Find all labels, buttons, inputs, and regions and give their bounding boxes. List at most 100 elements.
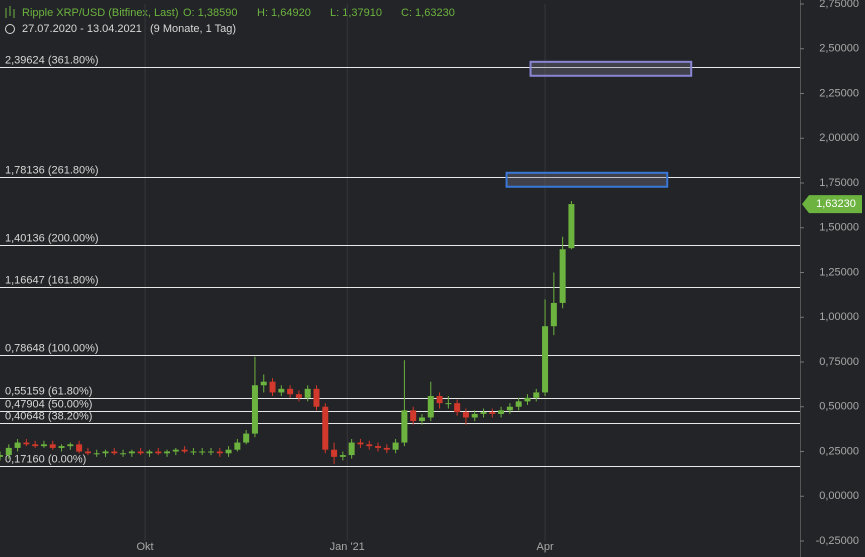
- y-tick-label: 1,50000: [819, 222, 859, 234]
- candle-body: [471, 413, 478, 418]
- y-tick-label: -0,25000: [816, 535, 859, 547]
- clock-icon: [5, 24, 15, 34]
- y-tick-label: 0,25000: [819, 445, 859, 457]
- target-zone: [505, 171, 669, 188]
- candle-body: [234, 442, 241, 450]
- ohlc-text: L: 1,37910: [330, 7, 382, 19]
- candle-body: [225, 449, 232, 454]
- candle-body: [524, 397, 531, 402]
- candle-body: [251, 385, 258, 434]
- candle-body: [49, 444, 56, 448]
- fib-label: 1,40136 (200.00%): [5, 232, 99, 244]
- y-tick-label: 0,75000: [819, 356, 859, 368]
- candle-body: [445, 403, 452, 405]
- candle-body: [568, 204, 575, 249]
- candle-body: [348, 442, 355, 456]
- y-tick-label: 2,00000: [819, 132, 859, 144]
- candle-body: [533, 392, 540, 398]
- candle-body: [550, 302, 557, 327]
- candle-body: [93, 453, 100, 455]
- ohlc-text: H: 1,64920: [257, 7, 311, 19]
- y-tick-label: 2,50000: [819, 43, 859, 55]
- x-tick-label: Jan '21: [330, 541, 365, 553]
- candle-body: [366, 444, 373, 447]
- candle-body: [67, 444, 74, 447]
- candle-body: [392, 442, 399, 450]
- candle-body: [207, 451, 214, 453]
- candle-body: [462, 412, 469, 418]
- candle-body: [506, 406, 513, 411]
- candle-body: [111, 451, 118, 454]
- y-tick-label: 2,75000: [819, 0, 859, 10]
- candle-body: [515, 401, 522, 407]
- candle-body: [181, 449, 188, 452]
- x-tick-label: Okt: [136, 541, 153, 553]
- candle-body: [120, 453, 127, 455]
- x-tick-label: Apr: [536, 541, 553, 553]
- candle-body: [322, 406, 329, 450]
- candle-body: [339, 455, 346, 457]
- y-tick-label: 1,75000: [819, 177, 859, 189]
- symbol-icon: [5, 6, 15, 18]
- candle-body: [498, 410, 505, 414]
- y-tick-label: 0,50000: [819, 401, 859, 413]
- fib-label: 1,16647 (161.80%): [5, 274, 99, 286]
- fib-label: 2,39624 (361.80%): [5, 54, 99, 66]
- candle-body: [128, 451, 135, 454]
- candle-body: [23, 442, 30, 445]
- candle-body: [313, 388, 320, 407]
- candle-body: [454, 403, 461, 413]
- ohlc-text: C: 1,63230: [401, 7, 455, 19]
- candle-body: [164, 451, 171, 454]
- candle-body: [172, 449, 179, 452]
- candle-body: [278, 388, 285, 393]
- y-tick-label: 2,25000: [819, 87, 859, 99]
- candle-body: [331, 449, 338, 457]
- candle-body: [418, 417, 425, 422]
- candle-body: [375, 446, 382, 448]
- candle-body: [32, 444, 39, 447]
- candle-body: [287, 388, 294, 395]
- candle-body: [102, 451, 109, 454]
- ohlc-text: O: 1,38590: [183, 7, 237, 19]
- candle-body: [357, 442, 364, 445]
- candle-body: [40, 444, 47, 447]
- candle-body: [243, 433, 250, 443]
- candle-body: [401, 410, 408, 443]
- candle-body: [480, 412, 487, 414]
- date-range: 27.07.2020 - 13.04.2021: [22, 23, 142, 35]
- candle-body: [84, 451, 91, 454]
- candle-body: [0, 455, 3, 457]
- candle-body: [269, 381, 276, 393]
- candle-body: [489, 412, 496, 414]
- candle-body: [58, 446, 65, 448]
- y-tick-label: 1,25000: [819, 266, 859, 278]
- candle-body: [427, 396, 434, 418]
- y-tick-label: 1,00000: [819, 311, 859, 323]
- fib-label: 0,55159 (61.80%): [5, 385, 92, 397]
- candle-body: [410, 410, 417, 422]
- last-price-tag: [802, 195, 862, 214]
- fib-label: 0,40648 (38.20%): [5, 410, 92, 422]
- candle-body: [190, 451, 197, 453]
- candle-body: [383, 447, 390, 450]
- candle-body: [76, 444, 83, 452]
- candle-body: [436, 396, 443, 404]
- candle-body: [260, 381, 267, 386]
- period: (9 Monate, 1 Tag): [150, 23, 236, 35]
- candle-body: [5, 447, 12, 456]
- candle-body: [542, 326, 549, 393]
- fib-label: 0,17160 (0.00%): [5, 453, 86, 465]
- candle-body: [155, 451, 162, 454]
- candle-body: [216, 451, 223, 454]
- candle-body: [199, 451, 206, 453]
- y-tick-label: 0,00000: [819, 490, 859, 502]
- candle-body: [304, 388, 311, 398]
- chart-title: Ripple XRP/USD (Bitfinex, Last): [22, 7, 179, 19]
- candle-body: [295, 394, 302, 398]
- candle-body: [14, 442, 21, 448]
- fib-label: 0,47904 (50.00%): [5, 398, 92, 410]
- fib-label: 0,78648 (100.00%): [5, 342, 99, 354]
